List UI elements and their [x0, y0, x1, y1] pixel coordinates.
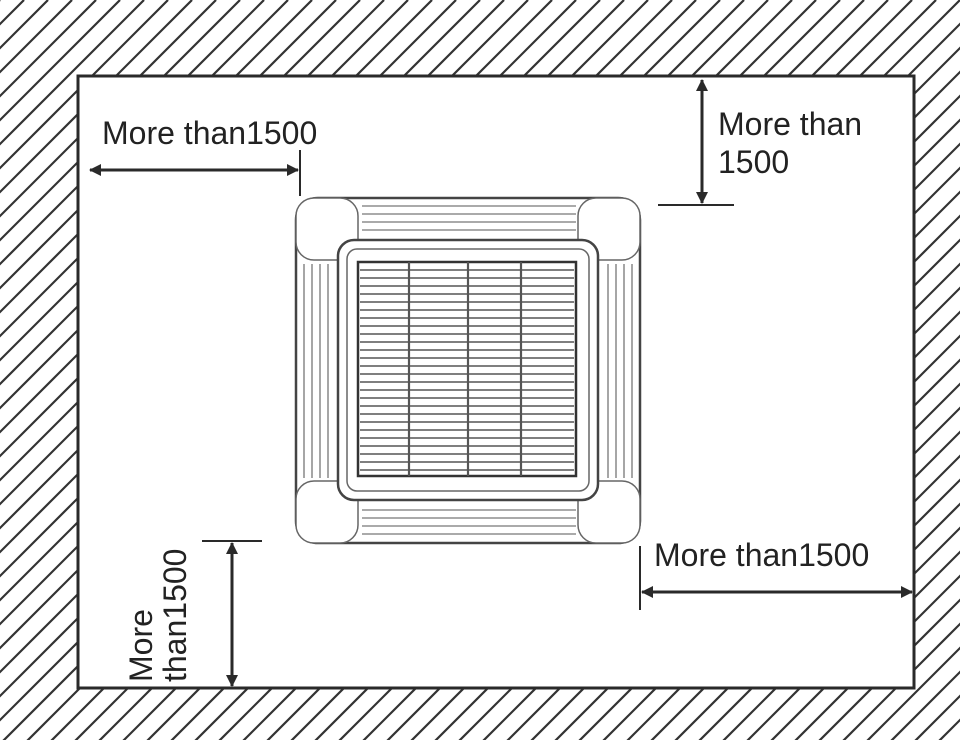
hatch-stroke — [0, 0, 145, 740]
unit-inner-panel-edge — [346, 248, 590, 492]
dimension-label-left: More than1500 — [102, 115, 317, 151]
unit-air-outlets — [303, 205, 633, 535]
dimension-bottom: More than1500 — [123, 540, 262, 687]
dimension-label-right: More than1500 — [654, 537, 869, 573]
dimension-label-bottom-line2: than1500 — [157, 549, 193, 682]
dimension-label-bottom-line1: More — [123, 609, 159, 682]
hatch-stroke — [0, 0, 169, 740]
dimension-left: More than1500 — [89, 115, 317, 196]
hatch-stroke — [799, 0, 960, 740]
cassette-unit — [294, 196, 642, 545]
dimension-label-top-line2: 1500 — [718, 144, 789, 180]
grille-bars — [360, 262, 574, 476]
dimension-right: More than1500 — [639, 537, 913, 610]
dimension-label-top-line1: More than — [718, 106, 862, 142]
hatch-stroke — [823, 0, 960, 740]
hatch-stroke — [0, 0, 49, 740]
dimension-top: More than 1500 — [658, 79, 862, 206]
hatch-stroke — [0, 0, 193, 740]
